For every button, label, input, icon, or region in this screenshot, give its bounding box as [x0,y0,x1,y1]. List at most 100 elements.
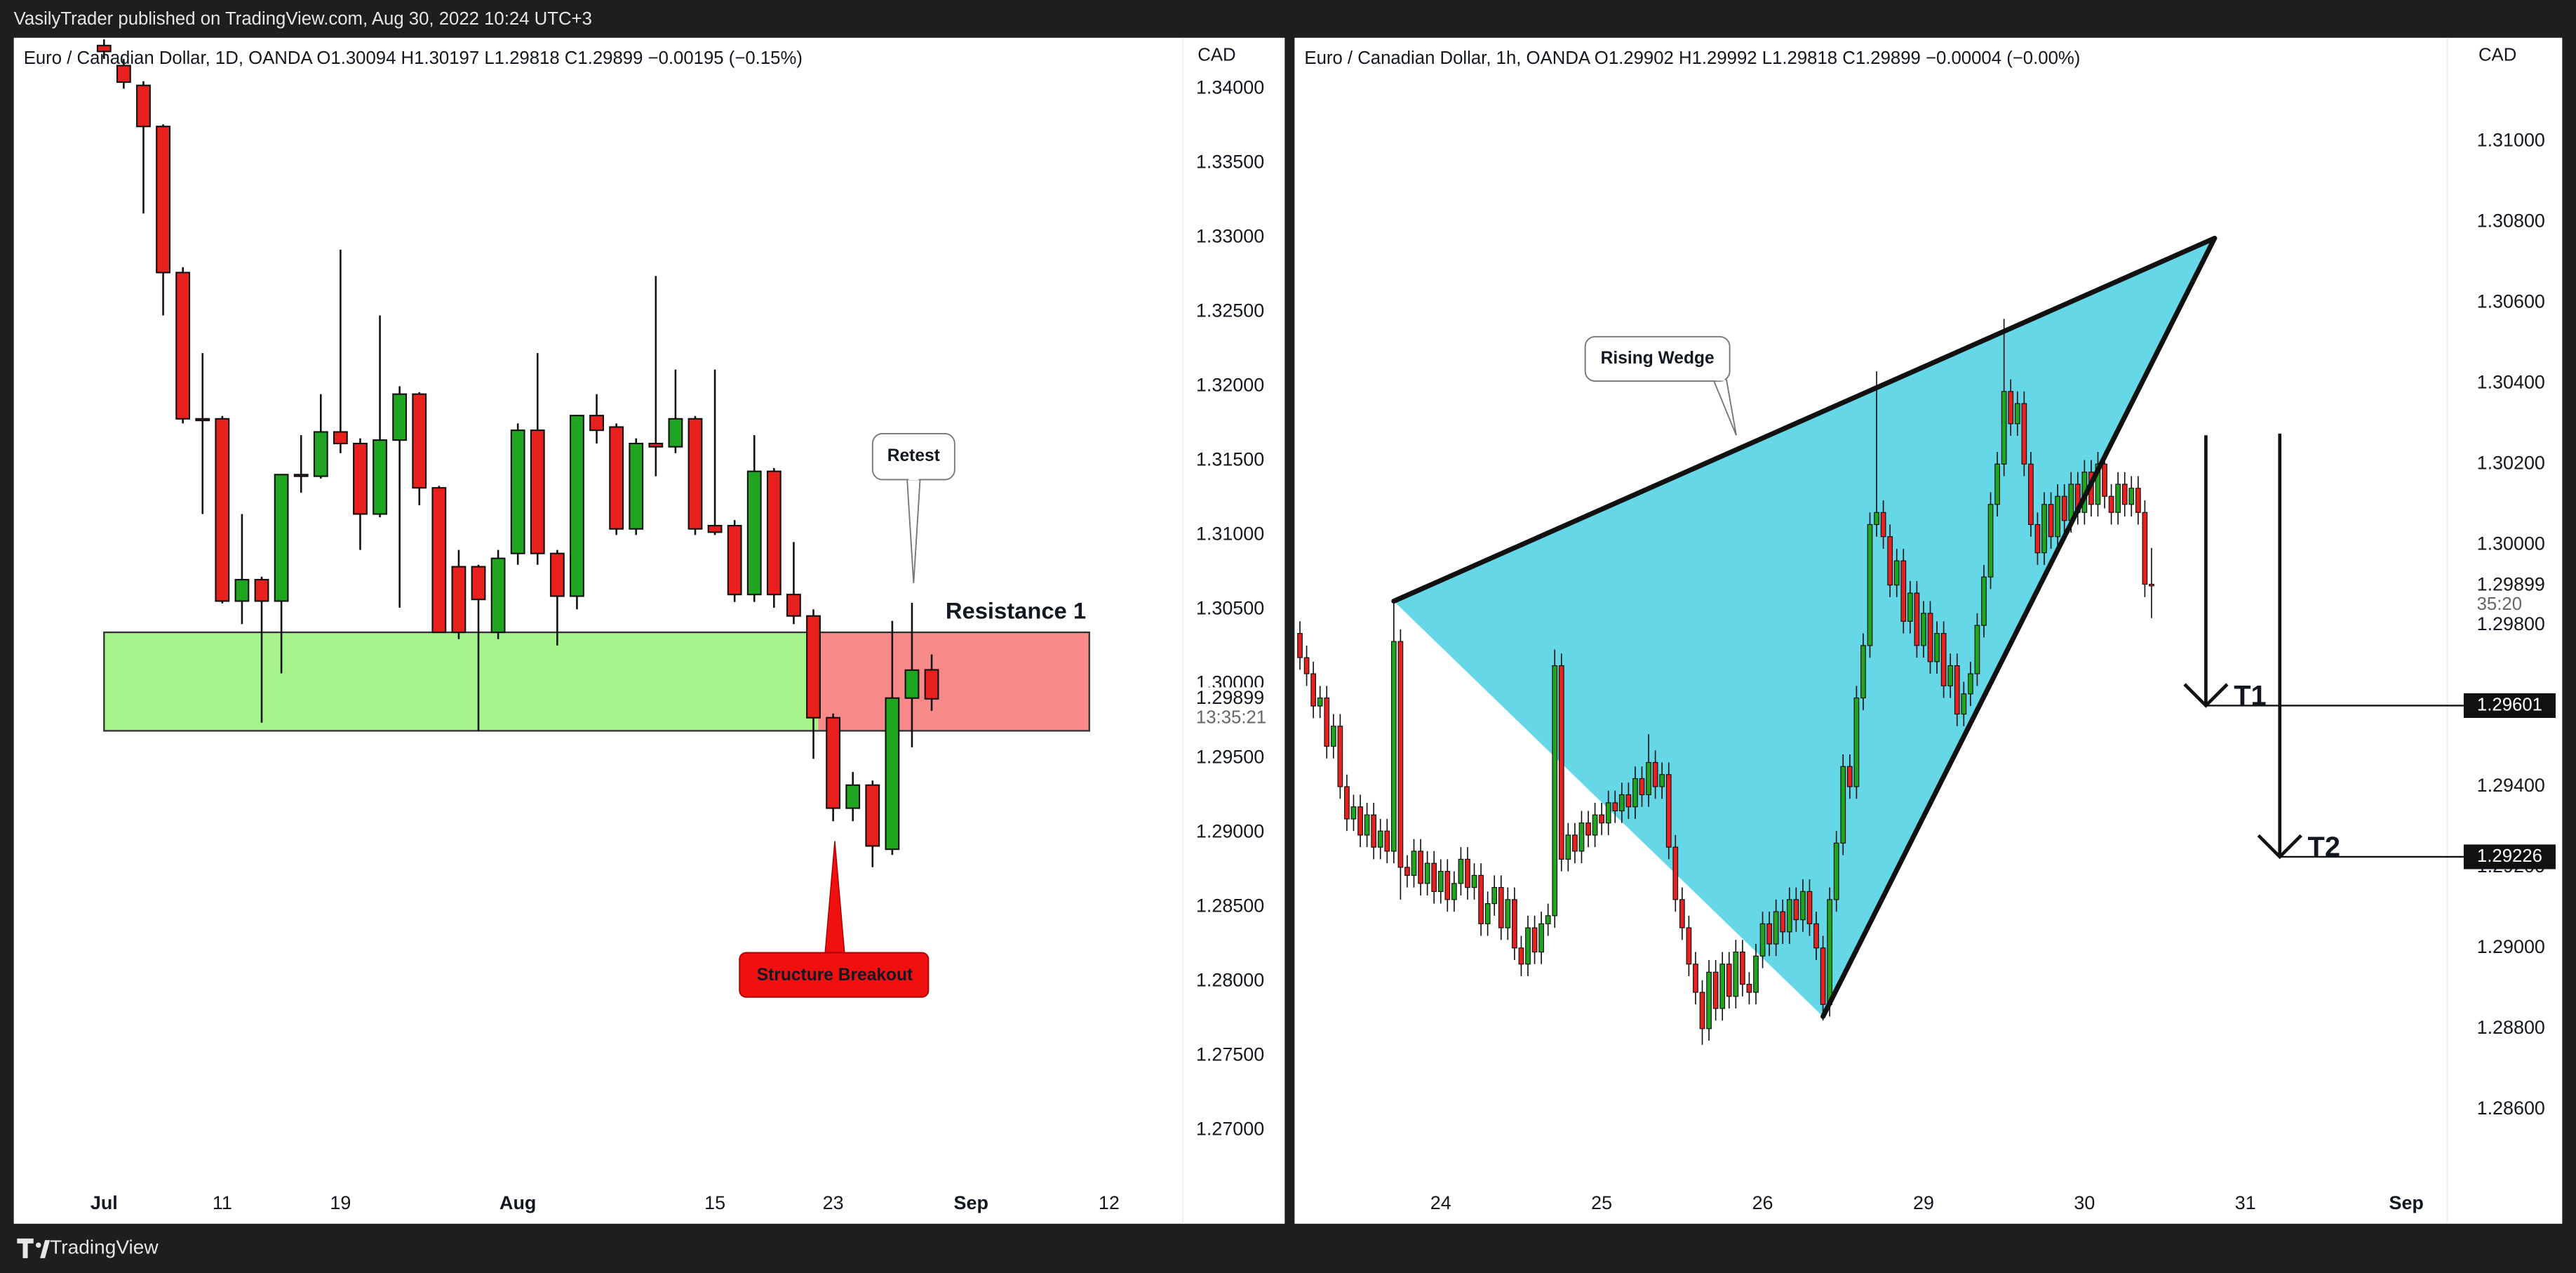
candle-body [1632,778,1638,808]
candle-body [1659,774,1665,787]
candle-body [1418,851,1423,884]
candle-body [1740,951,1745,985]
candle-body [1397,641,1404,868]
candle-body [254,578,269,602]
candle-body [1384,830,1390,852]
x-tick-label: 30 [2074,1192,2095,1213]
zone-label: Resistance 1 [946,598,1086,624]
candle-body [1491,887,1498,905]
last-price: 1.29899 [1196,687,1264,708]
candle-body [1599,814,1605,824]
candle-body [1800,891,1806,921]
candle-body [1981,576,1987,626]
candle-body [1954,665,1960,715]
candle-body [1572,834,1578,852]
candle-body [1377,830,1383,848]
x-tick-label: Sep [954,1192,988,1213]
candle-body [1927,613,1933,662]
candle-body [1371,814,1377,848]
publish-info: VasilyTrader published on TradingView.co… [14,9,592,29]
candle-body [1827,899,1833,1005]
candle-body [1726,964,1732,997]
candle-body [1934,633,1940,662]
candle-body [766,470,781,596]
broken-zone [818,632,1089,731]
y-tick-label: 1.30200 [2477,452,2545,473]
candle-body [2055,495,2060,538]
target-price: 1.29601 [2477,695,2542,714]
last-price-backing [2473,573,2559,608]
candle-body [1310,673,1316,707]
candle-body [845,784,861,809]
candle-body [687,418,703,530]
y-tick-label: 1.31000 [2477,130,2545,151]
candle-body [1498,887,1504,928]
candle-body [1404,867,1410,876]
candle-body [1820,947,1826,1005]
candle-body [570,415,584,597]
candle-body [1518,947,1524,965]
candle-body [1686,927,1692,965]
y-tick-label: 1.32000 [1196,374,1264,395]
candle-body [1786,899,1792,933]
candle-body [1853,697,1860,787]
candle-body [746,470,762,596]
candle-body [1625,794,1632,808]
target-label: T1 [2234,680,2266,711]
target-price: 1.29226 [2477,846,2542,866]
candle-body [2121,484,2128,505]
candle-body [510,429,525,554]
candle-body [1465,858,1470,888]
candle-body [1531,927,1538,953]
candle-body [1478,874,1484,924]
candle-body [1350,806,1357,820]
candle-body [1746,983,1752,993]
zone-border [103,631,1090,732]
bar-countdown: 35:20 [2477,594,2522,614]
candle-body [530,429,545,554]
plot-area [1297,238,2215,1045]
y-tick-label: 1.28500 [1196,895,1264,917]
candle-body [313,431,328,477]
last-price-backing [1193,687,1278,722]
candle-body [1344,786,1350,820]
y-tick-label: 1.34000 [1196,76,1264,98]
candle-body [1451,883,1457,900]
candle-body [2108,495,2114,513]
candle-body [1813,923,1819,949]
y-tick-label: 1.29500 [1196,747,1264,768]
y-tick-label: 1.27500 [1196,1044,1264,1065]
candle-body [1303,657,1310,674]
candle-body [1900,560,1907,622]
y-tick-label: 1.30400 [2477,371,2545,392]
y-tick-label: 1.32500 [1196,300,1264,321]
candle-body [1317,697,1323,707]
callout-tail [906,478,921,583]
candle-body [333,431,348,445]
candle-body [549,552,565,597]
wedge-line [1820,235,2218,1020]
candle-body [1712,971,1719,1009]
x-tick-label: 19 [330,1192,351,1213]
chart-header: Euro / Canadian Dollar, 1D, OANDA O1.300… [24,48,803,68]
candle-body [373,439,387,515]
candle-body [234,578,250,602]
x-tick-label: 31 [2235,1192,2256,1213]
candle-body [1987,504,1994,578]
candle-body [2001,391,2007,465]
candle-body [1907,592,1913,622]
bar-countdown: 13:35:21 [1196,708,1266,728]
y-tick-label: 1.29400 [2477,775,2545,796]
y-tick-label: 1.30600 [2477,291,2545,312]
left-pane [13,37,1285,1224]
candle-body [806,615,821,719]
candle-body [1297,633,1303,658]
candle-body [1921,613,1926,646]
x-tick-label: Aug [499,1192,536,1213]
candle-body [1733,951,1739,997]
y-tick-label: 1.29000 [2477,936,2545,957]
candle-body [2008,391,2014,425]
candle-body [136,84,151,128]
candle-body [293,474,309,477]
